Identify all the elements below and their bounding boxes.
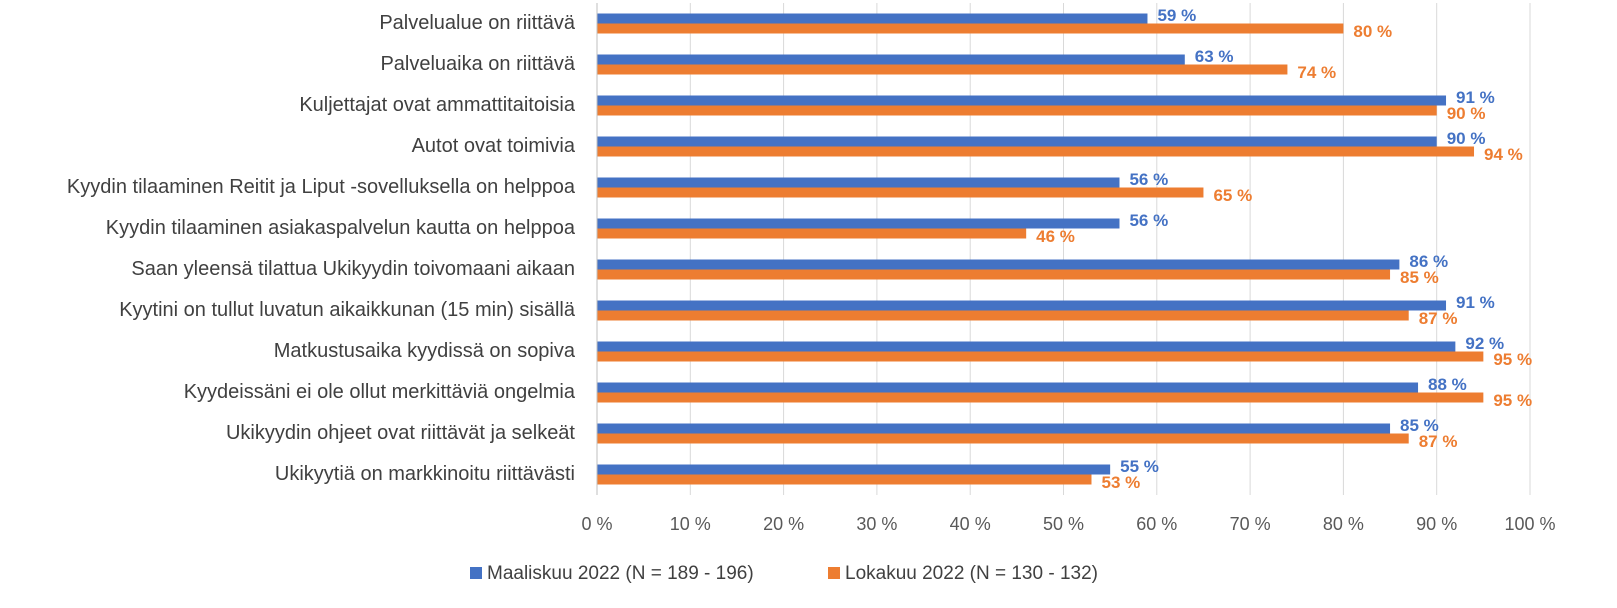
y-tick-label: Kyydin tilaaminen asiakaspalvelun kautta… xyxy=(106,217,576,239)
y-tick-label: Kyytini on tullut luvatun aikaikkunan (1… xyxy=(119,299,576,321)
x-tick-label: 40 % xyxy=(950,514,991,534)
value-label: 55 % xyxy=(1120,457,1159,476)
x-tick-label: 80 % xyxy=(1323,514,1364,534)
x-tick-label: 50 % xyxy=(1043,514,1084,534)
x-tick-label: 10 % xyxy=(670,514,711,534)
bar xyxy=(597,259,1400,270)
y-tick-label: Autot ovat toimivia xyxy=(412,135,576,157)
value-label: 56 % xyxy=(1129,170,1168,189)
value-label: 88 % xyxy=(1428,375,1467,394)
bar xyxy=(597,105,1437,116)
value-label: 59 % xyxy=(1157,6,1196,25)
value-label: 95 % xyxy=(1493,391,1532,410)
bar xyxy=(597,136,1437,147)
bar xyxy=(597,382,1419,393)
bar xyxy=(597,310,1409,321)
value-label: 87 % xyxy=(1419,432,1458,451)
value-label: 74 % xyxy=(1297,63,1336,82)
bar xyxy=(597,228,1027,239)
y-tick-label: Ukikyytiä on markkinoitu riittävästi xyxy=(275,463,575,485)
value-label: 46 % xyxy=(1036,227,1075,246)
value-label: 53 % xyxy=(1101,473,1140,492)
y-tick-label: Kuljettajat ovat ammattitaitoisia xyxy=(299,94,576,116)
bar xyxy=(597,13,1148,24)
value-label: 90 % xyxy=(1447,104,1486,123)
value-label: 91 % xyxy=(1456,88,1495,107)
value-label: 80 % xyxy=(1353,22,1392,41)
bar xyxy=(597,54,1185,65)
bar xyxy=(597,300,1447,311)
legend-swatch xyxy=(470,567,482,579)
legend-label: Lokakuu 2022 (N = 130 - 132) xyxy=(845,563,1098,584)
bar xyxy=(597,218,1120,229)
value-label: 94 % xyxy=(1484,145,1523,164)
value-label: 85 % xyxy=(1400,416,1439,435)
bar xyxy=(597,433,1409,444)
value-label: 56 % xyxy=(1129,211,1168,230)
legend-label: Maaliskuu 2022 (N = 189 - 196) xyxy=(487,563,754,584)
bar xyxy=(597,392,1484,403)
value-label: 86 % xyxy=(1409,252,1448,271)
legend-swatch xyxy=(828,567,840,579)
value-label: 90 % xyxy=(1447,129,1486,148)
bar xyxy=(597,351,1484,362)
value-label: 85 % xyxy=(1400,268,1439,287)
bar xyxy=(597,146,1475,157)
y-tick-label: Ukikyydin ohjeet ovat riittävät ja selke… xyxy=(226,422,575,444)
bar xyxy=(597,95,1447,106)
value-label: 63 % xyxy=(1195,47,1234,66)
bar xyxy=(597,269,1391,280)
value-label: 95 % xyxy=(1493,350,1532,369)
bar xyxy=(597,187,1204,198)
x-tick-label: 20 % xyxy=(763,514,804,534)
x-tick-label: 70 % xyxy=(1230,514,1271,534)
bar xyxy=(597,64,1288,75)
y-tick-label: Kyydeissäni ei ole ollut merkittäviä ong… xyxy=(184,381,576,403)
y-tick-label: Saan yleensä tilattua Ukikyydin toivomaa… xyxy=(131,258,575,280)
x-tick-label: 100 % xyxy=(1504,514,1555,534)
bar xyxy=(597,474,1092,485)
x-tick-label: 0 % xyxy=(581,514,612,534)
value-label: 91 % xyxy=(1456,293,1495,312)
x-tick-label: 30 % xyxy=(856,514,897,534)
value-label: 92 % xyxy=(1465,334,1504,353)
x-tick-label: 60 % xyxy=(1136,514,1177,534)
bar xyxy=(597,177,1120,188)
bar xyxy=(597,423,1391,434)
y-tick-label: Palveluaika on riittävä xyxy=(380,53,575,75)
bar xyxy=(597,341,1456,352)
x-tick-label: 90 % xyxy=(1416,514,1457,534)
bar xyxy=(597,464,1111,475)
bar xyxy=(597,23,1344,34)
y-tick-label: Kyydin tilaaminen Reitit ja Liput -sovel… xyxy=(67,176,576,198)
y-tick-label: Palvelualue on riittävä xyxy=(379,12,576,34)
y-tick-label: Matkustusaika kyydissä on sopiva xyxy=(274,340,576,362)
value-label: 65 % xyxy=(1213,186,1252,205)
value-label: 87 % xyxy=(1419,309,1458,328)
